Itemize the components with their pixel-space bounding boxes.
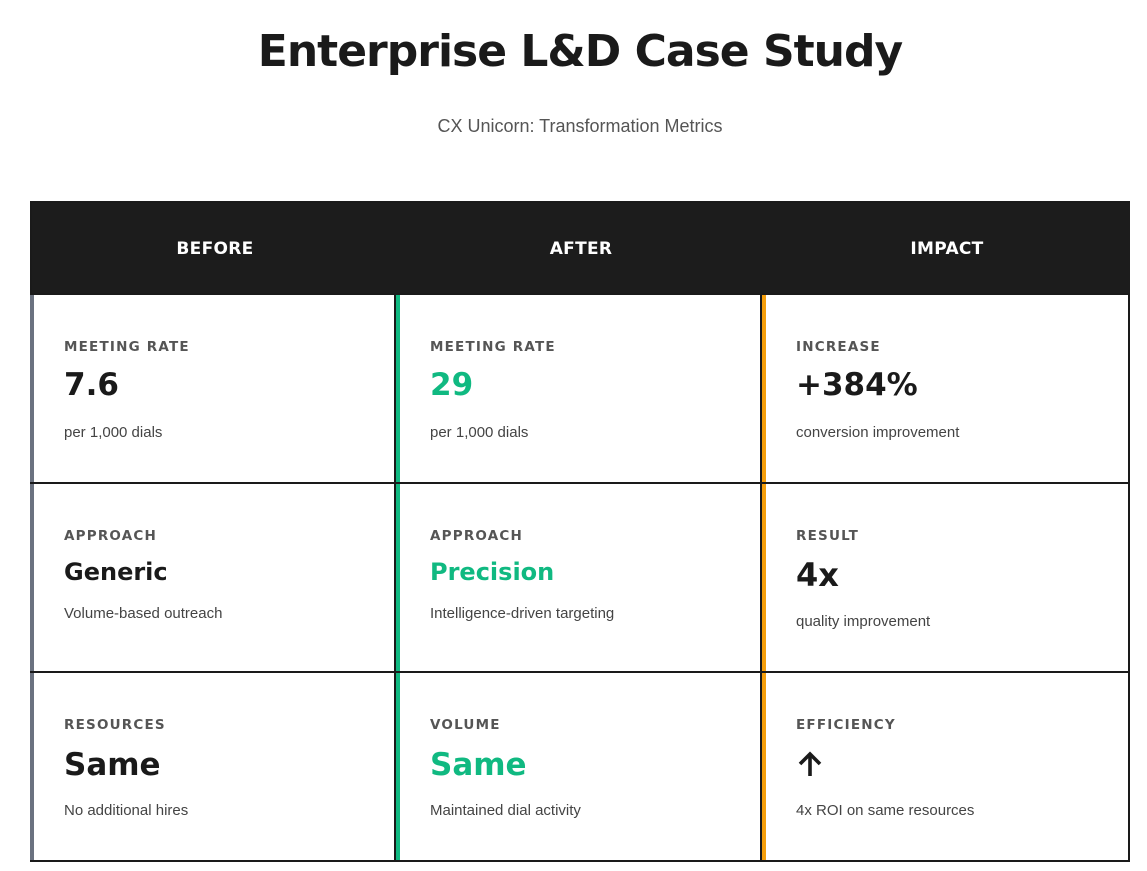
cell-impact-efficiency: EFFICIENCY 4x ROI on same resources: [762, 673, 1128, 860]
cell-description: Intelligence-driven targeting: [430, 605, 615, 622]
cell-label: APPROACH: [430, 528, 523, 544]
page-subtitle: CX Unicorn: Transformation Metrics: [437, 116, 723, 136]
cell-description: conversion improvement: [796, 424, 960, 441]
cell-after-approach: APPROACH Precision Intelligence-driven t…: [396, 484, 762, 671]
cell-value: 7.6: [64, 367, 119, 403]
column-header-after: AFTER: [549, 239, 613, 259]
cell-label: RESULT: [796, 528, 860, 544]
cell-description: 4x ROI on same resources: [796, 802, 975, 819]
cell-before-resources: RESOURCES Same No additional hires: [30, 673, 396, 860]
cell-label: RESOURCES: [64, 717, 166, 733]
cell-label: INCREASE: [796, 339, 881, 355]
table-row: MEETING RATE 7.6 per 1,000 dials MEETING…: [30, 293, 1130, 482]
cell-value: 29: [430, 367, 474, 403]
cell-before-meeting-rate: MEETING RATE 7.6 per 1,000 dials: [30, 295, 396, 482]
cell-description: quality improvement: [796, 613, 931, 630]
table-row: APPROACH Generic Volume-based outreach A…: [30, 482, 1130, 671]
cell-value: Generic: [64, 558, 168, 586]
cell-after-meeting-rate: MEETING RATE 29 per 1,000 dials: [396, 295, 762, 482]
cell-value: 4x: [796, 556, 839, 594]
cell-description: Volume-based outreach: [64, 605, 223, 622]
comparison-table: BEFORE AFTER IMPACT MEETING RATE 7.6 per…: [30, 201, 1130, 862]
cell-label: MEETING RATE: [430, 339, 556, 355]
cell-after-volume: VOLUME Same Maintained dial activity: [396, 673, 762, 860]
column-header-before: BEFORE: [176, 239, 254, 259]
cell-value: +384%: [796, 367, 918, 403]
cell-label: MEETING RATE: [64, 339, 190, 355]
cell-value: Same: [430, 747, 527, 783]
cell-impact-result: RESULT 4x quality improvement: [762, 484, 1128, 671]
cell-description: per 1,000 dials: [64, 424, 163, 441]
cell-impact-increase: INCREASE +384% conversion improvement: [762, 295, 1128, 482]
cell-description: No additional hires: [64, 802, 189, 819]
cell-label: EFFICIENCY: [796, 717, 896, 733]
column-header-impact: IMPACT: [910, 239, 984, 259]
cell-label: APPROACH: [64, 528, 157, 544]
cell-before-approach: APPROACH Generic Volume-based outreach: [30, 484, 396, 671]
cell-description: per 1,000 dials: [430, 424, 529, 441]
arrow-up-icon: [798, 751, 822, 776]
table-header: BEFORE AFTER IMPACT: [32, 203, 1130, 295]
cell-value: Precision: [430, 558, 555, 586]
cell-value: Same: [64, 747, 161, 783]
cell-description: Maintained dial activity: [430, 802, 581, 819]
table-row: RESOURCES Same No additional hires VOLUM…: [30, 671, 1130, 860]
cell-label: VOLUME: [430, 717, 501, 733]
page-title: Enterprise L&D Case Study: [257, 26, 903, 77]
